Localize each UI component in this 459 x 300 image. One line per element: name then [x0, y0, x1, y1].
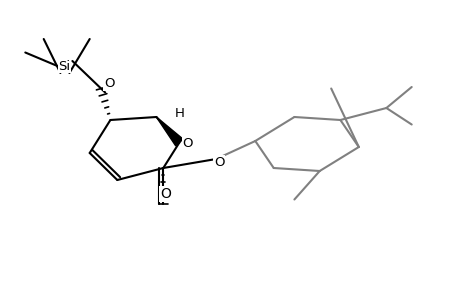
Text: H: H — [174, 107, 184, 120]
Text: O: O — [104, 77, 114, 90]
Text: Si: Si — [58, 59, 70, 73]
Text: O: O — [182, 137, 192, 150]
Text: O: O — [213, 155, 224, 169]
Text: O: O — [160, 187, 170, 201]
Polygon shape — [156, 117, 183, 146]
